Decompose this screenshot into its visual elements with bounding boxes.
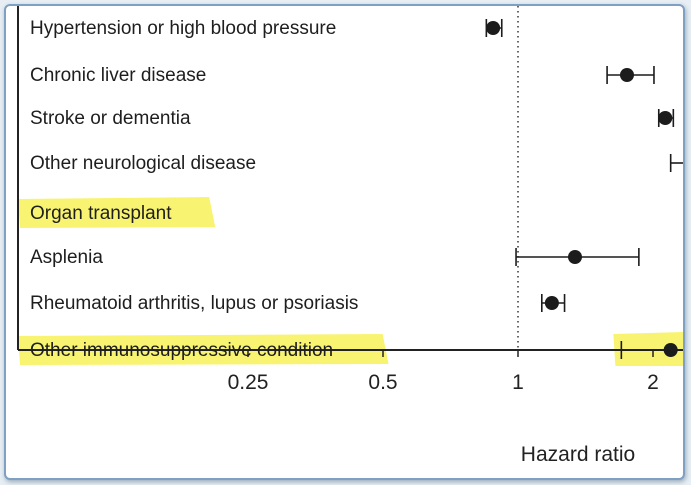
row-label: Chronic liver disease [30,65,206,86]
row-label: Rheumatoid arthritis, lupus or psoriasis [30,293,358,314]
point-estimate [658,111,673,125]
row-label: Other neurological disease [30,153,256,174]
point-estimate [486,21,501,35]
x-tick-label: 0.5 [368,371,397,394]
x-axis-title: Hazard ratio [521,443,635,466]
forest-plot: 0.25 0.5 1 2 Hazard ratio Hypertension or hig… [17,6,683,466]
point-estimate [663,343,678,357]
figure-frame: 0.25 0.5 1 2 Hazard ratio Hypertension or hig… [4,4,685,480]
point-estimate [568,250,583,264]
row-label: Stroke or dementia [30,108,191,129]
x-tick-label: 1 [512,371,524,394]
row-label: Organ transplant [30,203,172,224]
row-label: Asplenia [30,247,103,268]
point-estimate [544,296,559,310]
row-label: Other immunosuppressive condition [30,340,333,361]
x-tick-label: 2 [647,371,659,394]
label-highlight [18,197,216,228]
point-estimate [619,68,634,82]
x-tick-label: 0.25 [228,371,269,394]
row-label: Hypertension or high blood pressure [30,18,336,39]
